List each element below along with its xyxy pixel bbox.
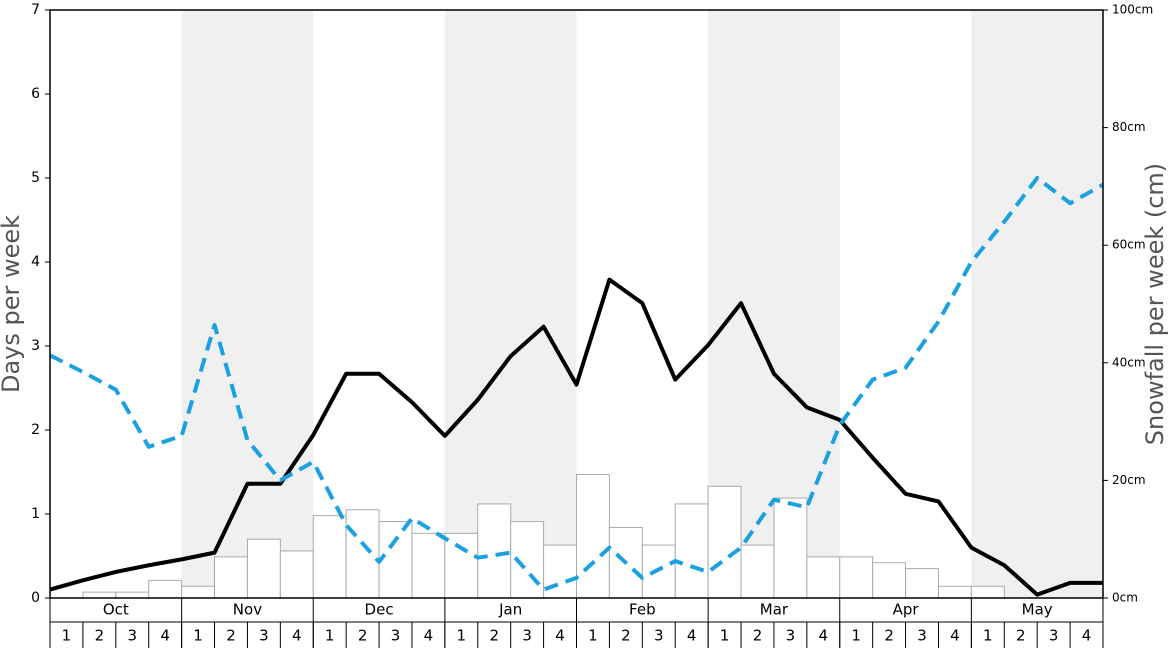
bar xyxy=(937,585,972,599)
bar xyxy=(82,591,117,599)
x-tick-label: 2 xyxy=(489,627,499,645)
bar xyxy=(246,538,281,599)
month-label: May xyxy=(1022,601,1053,619)
month-label: Jan xyxy=(498,601,522,619)
bar xyxy=(378,521,413,599)
x-tick-label: 4 xyxy=(292,627,302,645)
bar xyxy=(740,544,775,599)
y-tick-label: 5 xyxy=(31,170,40,186)
x-tick-label: 3 xyxy=(1049,627,1059,645)
bar xyxy=(181,585,216,599)
bar xyxy=(905,568,939,599)
bar xyxy=(576,474,610,599)
x-tick-label: 4 xyxy=(1082,627,1092,645)
bar xyxy=(312,515,347,599)
x-tick-label: 4 xyxy=(160,627,170,645)
bar xyxy=(970,585,1005,599)
x-tick-label: 1 xyxy=(983,627,993,645)
y-tick-label: 0 xyxy=(31,590,40,606)
y2-tick-label: 20cm xyxy=(1112,473,1146,487)
x-tick-label: 2 xyxy=(621,627,631,645)
x-tick-label: 3 xyxy=(259,627,269,645)
x-tick-label: 4 xyxy=(819,627,829,645)
x-tick-label: 2 xyxy=(358,627,368,645)
bar xyxy=(214,556,248,599)
x-tick-label: 3 xyxy=(917,627,927,645)
y2-tick-label: 60cm xyxy=(1112,238,1146,252)
x-tick-label: 1 xyxy=(325,627,335,645)
bar xyxy=(872,562,907,599)
bar xyxy=(444,532,479,599)
bar xyxy=(773,497,808,599)
y2-tick-label: 40cm xyxy=(1112,355,1146,369)
background xyxy=(181,10,1103,598)
y2-tick-label: 80cm xyxy=(1112,120,1146,134)
x-tick-label: 2 xyxy=(1016,627,1026,645)
y-tick-label: 1 xyxy=(31,506,40,522)
bar xyxy=(674,503,709,599)
x-tick-label: 2 xyxy=(753,627,763,645)
month-label: Feb xyxy=(629,601,656,619)
x-tick-label: 2 xyxy=(226,627,236,645)
bar xyxy=(477,503,512,599)
x-tick-label: 3 xyxy=(391,627,401,645)
y2-tick-label: 100cm xyxy=(1112,3,1153,17)
month-label: Mar xyxy=(760,601,789,619)
x-tick-label: 3 xyxy=(522,627,532,645)
x-tick-label: 3 xyxy=(654,627,664,645)
x-tick-label: 2 xyxy=(884,627,894,645)
line xyxy=(49,176,1104,592)
y-axis-label: Days per week xyxy=(0,215,25,393)
y2-tick-label: 0cm xyxy=(1112,591,1138,605)
month-band xyxy=(971,10,1103,598)
x-tick-label: 3 xyxy=(786,627,796,645)
x-tick-label: 1 xyxy=(457,627,467,645)
x-tick-label: 1 xyxy=(193,627,203,645)
x-tick-label: 4 xyxy=(555,627,565,645)
month-label: Nov xyxy=(233,601,262,619)
bar xyxy=(115,591,150,599)
bar xyxy=(839,556,874,599)
y-tick-label: 2 xyxy=(31,422,40,438)
bar xyxy=(279,550,314,599)
month-label: Dec xyxy=(365,601,394,619)
x-tick-label: 2 xyxy=(95,627,105,645)
y2-axis-label: Snowfall per week (cm) xyxy=(1141,163,1168,445)
y-tick-label: 3 xyxy=(31,338,40,354)
y-tick-label: 6 xyxy=(31,86,40,102)
bar xyxy=(148,579,183,599)
x-tick-label: 3 xyxy=(127,627,137,645)
x-tick-label: 1 xyxy=(62,627,72,645)
x-tick-label: 4 xyxy=(687,627,697,645)
x-tick-label: 4 xyxy=(424,627,434,645)
x-tick-label: 4 xyxy=(950,627,960,645)
bar xyxy=(411,532,446,599)
month-label: Apr xyxy=(893,601,920,619)
x-tick-label: 1 xyxy=(588,627,598,645)
line xyxy=(49,277,1103,597)
plot-frame xyxy=(49,9,1104,599)
y-tick-label: 7 xyxy=(31,2,40,18)
bar xyxy=(345,509,380,599)
bar xyxy=(707,485,742,599)
month-band xyxy=(181,10,314,598)
bar xyxy=(806,556,841,599)
x-tick-label: 1 xyxy=(720,627,730,645)
month-label: Oct xyxy=(103,601,129,619)
bar xyxy=(543,544,577,599)
x-tick-label: 1 xyxy=(851,627,861,645)
month-band xyxy=(444,10,577,598)
y-tick-label: 4 xyxy=(31,254,40,270)
